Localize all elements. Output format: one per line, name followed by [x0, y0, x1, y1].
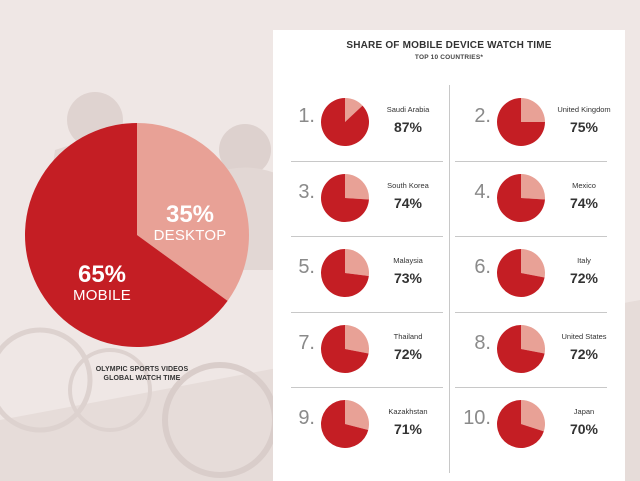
country-rank: 3.	[298, 180, 315, 203]
country-pie	[497, 98, 545, 146]
global-watch-time-pie	[24, 123, 249, 347]
row-divider	[291, 311, 443, 313]
row-divider	[291, 160, 443, 162]
country-name: Thailand	[393, 331, 423, 341]
country-cell: 6. Italy 72%	[449, 236, 625, 310]
country-desktop-slice	[345, 173, 369, 200]
global-caption-line1: OLYMPIC SPORTS VIDEOS	[95, 366, 189, 373]
country-mobile-slice	[496, 249, 545, 297]
country-pie	[496, 324, 545, 373]
country-pie	[496, 249, 545, 297]
country-name: South Korea	[387, 180, 429, 190]
country-desktop-slice	[345, 324, 369, 353]
global-caption: OLYMPIC SPORTS VIDEOS GLOBAL WATCH TIME	[62, 365, 222, 383]
global-desktop-slice	[137, 123, 249, 301]
country-desktop-slice	[521, 249, 545, 278]
country-mobile-slice	[320, 173, 369, 222]
mobile-name: MOBILE	[73, 287, 131, 304]
country-share: 71%	[393, 421, 423, 437]
country-share: 87%	[393, 119, 423, 135]
country-desktop-slice	[521, 400, 546, 432]
country-mobile-slice	[320, 249, 369, 297]
country-name: Saudi Arabia	[386, 105, 430, 114]
country-cell: 5. Malaysia 73%	[273, 236, 449, 310]
country-rank: 7.	[298, 331, 315, 354]
country-desktop-slice	[345, 98, 363, 122]
row-divider	[455, 236, 607, 237]
country-cell: 8. United States 72%	[449, 312, 625, 386]
desktop-name: DESKTOP	[153, 227, 227, 244]
country-share: 74%	[393, 194, 423, 211]
row-divider	[455, 160, 607, 162]
country-share: 70%	[569, 421, 599, 437]
country-pie	[320, 173, 369, 222]
country-desktop-slice	[345, 400, 370, 430]
country-pie	[321, 98, 370, 146]
country-mobile-slice	[320, 324, 369, 373]
desktop-pct: 35%	[165, 201, 215, 228]
country-name: Malaysia	[393, 256, 423, 265]
country-share: 74%	[569, 194, 599, 211]
row-divider	[455, 311, 607, 313]
country-cell: 4. Mexico 74%	[449, 161, 625, 235]
country-pie	[320, 249, 369, 297]
row-divider	[291, 387, 443, 388]
country-rank: 1.	[298, 105, 315, 127]
country-cell: 9. Kazakhstan 71%	[273, 387, 449, 461]
desktop-share-label: 35% DESKTOP	[150, 202, 230, 244]
country-cell: 2. United Kingdom 75%	[449, 85, 625, 159]
country-rank: 4.	[474, 180, 491, 203]
country-mobile-slice	[497, 98, 545, 146]
country-rank: 6.	[474, 256, 491, 278]
country-rank: 8.	[474, 331, 491, 354]
country-cell: 7. Thailand 72%	[273, 312, 449, 386]
country-name: Mexico	[572, 180, 596, 190]
panel-subtitle: TOP 10 COUNTRIES*	[414, 54, 484, 61]
country-share: 72%	[569, 345, 599, 362]
country-pie	[497, 400, 546, 448]
country-share: 73%	[393, 270, 423, 286]
country-desktop-slice	[521, 173, 545, 200]
country-pie	[320, 324, 369, 373]
country-mobile-slice	[496, 173, 545, 222]
country-rank: 2.	[474, 105, 491, 127]
country-desktop-slice	[521, 98, 545, 122]
country-desktop-slice	[521, 324, 545, 353]
panel-title: SHARE OF MOBILE DEVICE WATCH TIME	[346, 40, 552, 51]
global-caption-line2: GLOBAL WATCH TIME	[103, 375, 181, 382]
country-desktop-slice	[345, 249, 369, 277]
country-share: 75%	[569, 119, 599, 135]
country-pie	[496, 173, 545, 222]
column-divider	[449, 85, 450, 473]
row-divider	[455, 387, 607, 388]
country-rank: 10.	[463, 407, 491, 429]
country-rank: 9.	[298, 407, 315, 429]
mobile-share-label: 65% MOBILE	[62, 262, 142, 304]
country-pie	[321, 400, 370, 448]
country-name: United Kingdom	[557, 105, 611, 114]
row-divider	[291, 236, 443, 237]
country-mobile-slice	[496, 324, 545, 373]
country-name: Kazakhstan	[388, 407, 428, 416]
country-share: 72%	[393, 345, 423, 362]
country-share: 72%	[569, 270, 599, 286]
country-mobile-slice	[321, 400, 369, 448]
country-cell: 3. South Korea 74%	[273, 161, 449, 235]
country-name: Italy	[577, 256, 591, 265]
country-mobile-slice	[321, 98, 370, 146]
country-mobile-slice	[497, 400, 544, 448]
top-countries-panel: SHARE OF MOBILE DEVICE WATCH TIME TOP 10…	[273, 30, 625, 481]
mobile-pct: 65%	[77, 261, 127, 288]
country-cell: 10. Japan 70%	[449, 387, 625, 461]
country-name: Japan	[573, 407, 595, 416]
country-name: United States	[561, 331, 607, 341]
country-cell: 1. Saudi Arabia 87%	[273, 85, 449, 159]
country-rank: 5.	[298, 256, 315, 278]
global-mobile-slice	[24, 123, 228, 347]
